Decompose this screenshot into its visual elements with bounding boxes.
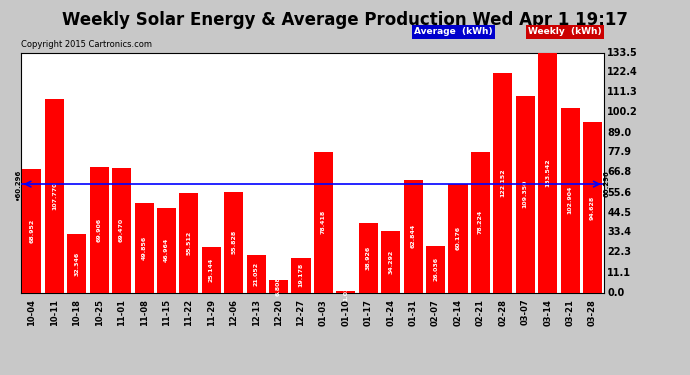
Bar xyxy=(45,99,64,292)
Text: 26.036: 26.036 xyxy=(433,257,438,281)
Bar xyxy=(90,167,109,292)
Text: 34.292: 34.292 xyxy=(388,249,393,274)
Text: Weekly Solar Energy & Average Production Wed Apr 1 19:17: Weekly Solar Energy & Average Production… xyxy=(62,11,628,29)
Bar xyxy=(314,152,333,292)
Text: 60.296: 60.296 xyxy=(604,171,610,198)
Text: 55.6: 55.6 xyxy=(607,188,631,198)
Bar xyxy=(359,222,378,292)
Bar xyxy=(560,108,580,292)
Text: 22.3: 22.3 xyxy=(607,248,631,257)
Text: 46.964: 46.964 xyxy=(164,238,169,262)
Bar xyxy=(583,122,602,292)
Bar xyxy=(135,203,154,292)
Text: Copyright 2015 Cartronics.com: Copyright 2015 Cartronics.com xyxy=(21,40,152,49)
Bar xyxy=(291,258,310,292)
Bar xyxy=(426,246,445,292)
Text: 133.542: 133.542 xyxy=(545,158,550,187)
Text: 111.3: 111.3 xyxy=(607,87,638,98)
Text: 11.1: 11.1 xyxy=(607,267,631,278)
Bar xyxy=(336,291,355,292)
Bar xyxy=(269,280,288,292)
Text: 109.350: 109.350 xyxy=(523,180,528,209)
Bar xyxy=(201,247,221,292)
Bar xyxy=(112,168,131,292)
Text: 102.904: 102.904 xyxy=(568,186,573,214)
Text: 122.152: 122.152 xyxy=(500,168,505,197)
Bar xyxy=(404,180,423,292)
Text: 21.052: 21.052 xyxy=(254,261,259,286)
Text: 78.224: 78.224 xyxy=(478,210,483,234)
Text: 33.4: 33.4 xyxy=(607,228,631,237)
Text: Weekly  (kWh): Weekly (kWh) xyxy=(528,27,602,36)
Text: 66.8: 66.8 xyxy=(607,167,631,177)
Bar xyxy=(22,168,41,292)
Text: 78.418: 78.418 xyxy=(321,210,326,234)
Text: 100.2: 100.2 xyxy=(607,107,638,117)
Text: 89.0: 89.0 xyxy=(607,128,631,138)
Text: 49.856: 49.856 xyxy=(141,236,146,260)
Text: 69.906: 69.906 xyxy=(97,217,101,242)
Text: 122.4: 122.4 xyxy=(607,68,638,78)
Text: 6.808: 6.808 xyxy=(276,276,281,296)
Text: 38.926: 38.926 xyxy=(366,245,371,270)
Text: 69.470: 69.470 xyxy=(119,218,124,242)
Bar xyxy=(67,234,86,292)
Text: 32.346: 32.346 xyxy=(75,251,79,276)
Text: 60.176: 60.176 xyxy=(455,226,460,251)
Text: Average  (kWh): Average (kWh) xyxy=(414,27,493,36)
Text: 133.5: 133.5 xyxy=(607,48,638,57)
Text: 62.844: 62.844 xyxy=(411,224,415,248)
Bar xyxy=(179,193,199,292)
Text: •60.296: •60.296 xyxy=(14,168,21,200)
Text: 19.178: 19.178 xyxy=(299,263,304,287)
Bar xyxy=(515,96,535,292)
Text: 68.952: 68.952 xyxy=(30,218,34,243)
Text: 107.770: 107.770 xyxy=(52,182,57,210)
Text: 94.628: 94.628 xyxy=(590,195,595,220)
Bar xyxy=(224,192,244,292)
Bar xyxy=(493,73,513,292)
Bar xyxy=(381,231,400,292)
Text: 55.512: 55.512 xyxy=(186,231,191,255)
Bar xyxy=(246,255,266,292)
Text: 44.5: 44.5 xyxy=(607,207,631,218)
Bar xyxy=(157,208,176,292)
Bar xyxy=(448,184,468,292)
Text: 77.9: 77.9 xyxy=(607,147,631,158)
Text: 1.030: 1.030 xyxy=(344,282,348,302)
Text: 0.0: 0.0 xyxy=(607,288,624,297)
Text: 25.144: 25.144 xyxy=(209,258,214,282)
Bar xyxy=(471,152,490,292)
Text: 55.828: 55.828 xyxy=(231,230,236,255)
Bar xyxy=(538,53,558,292)
